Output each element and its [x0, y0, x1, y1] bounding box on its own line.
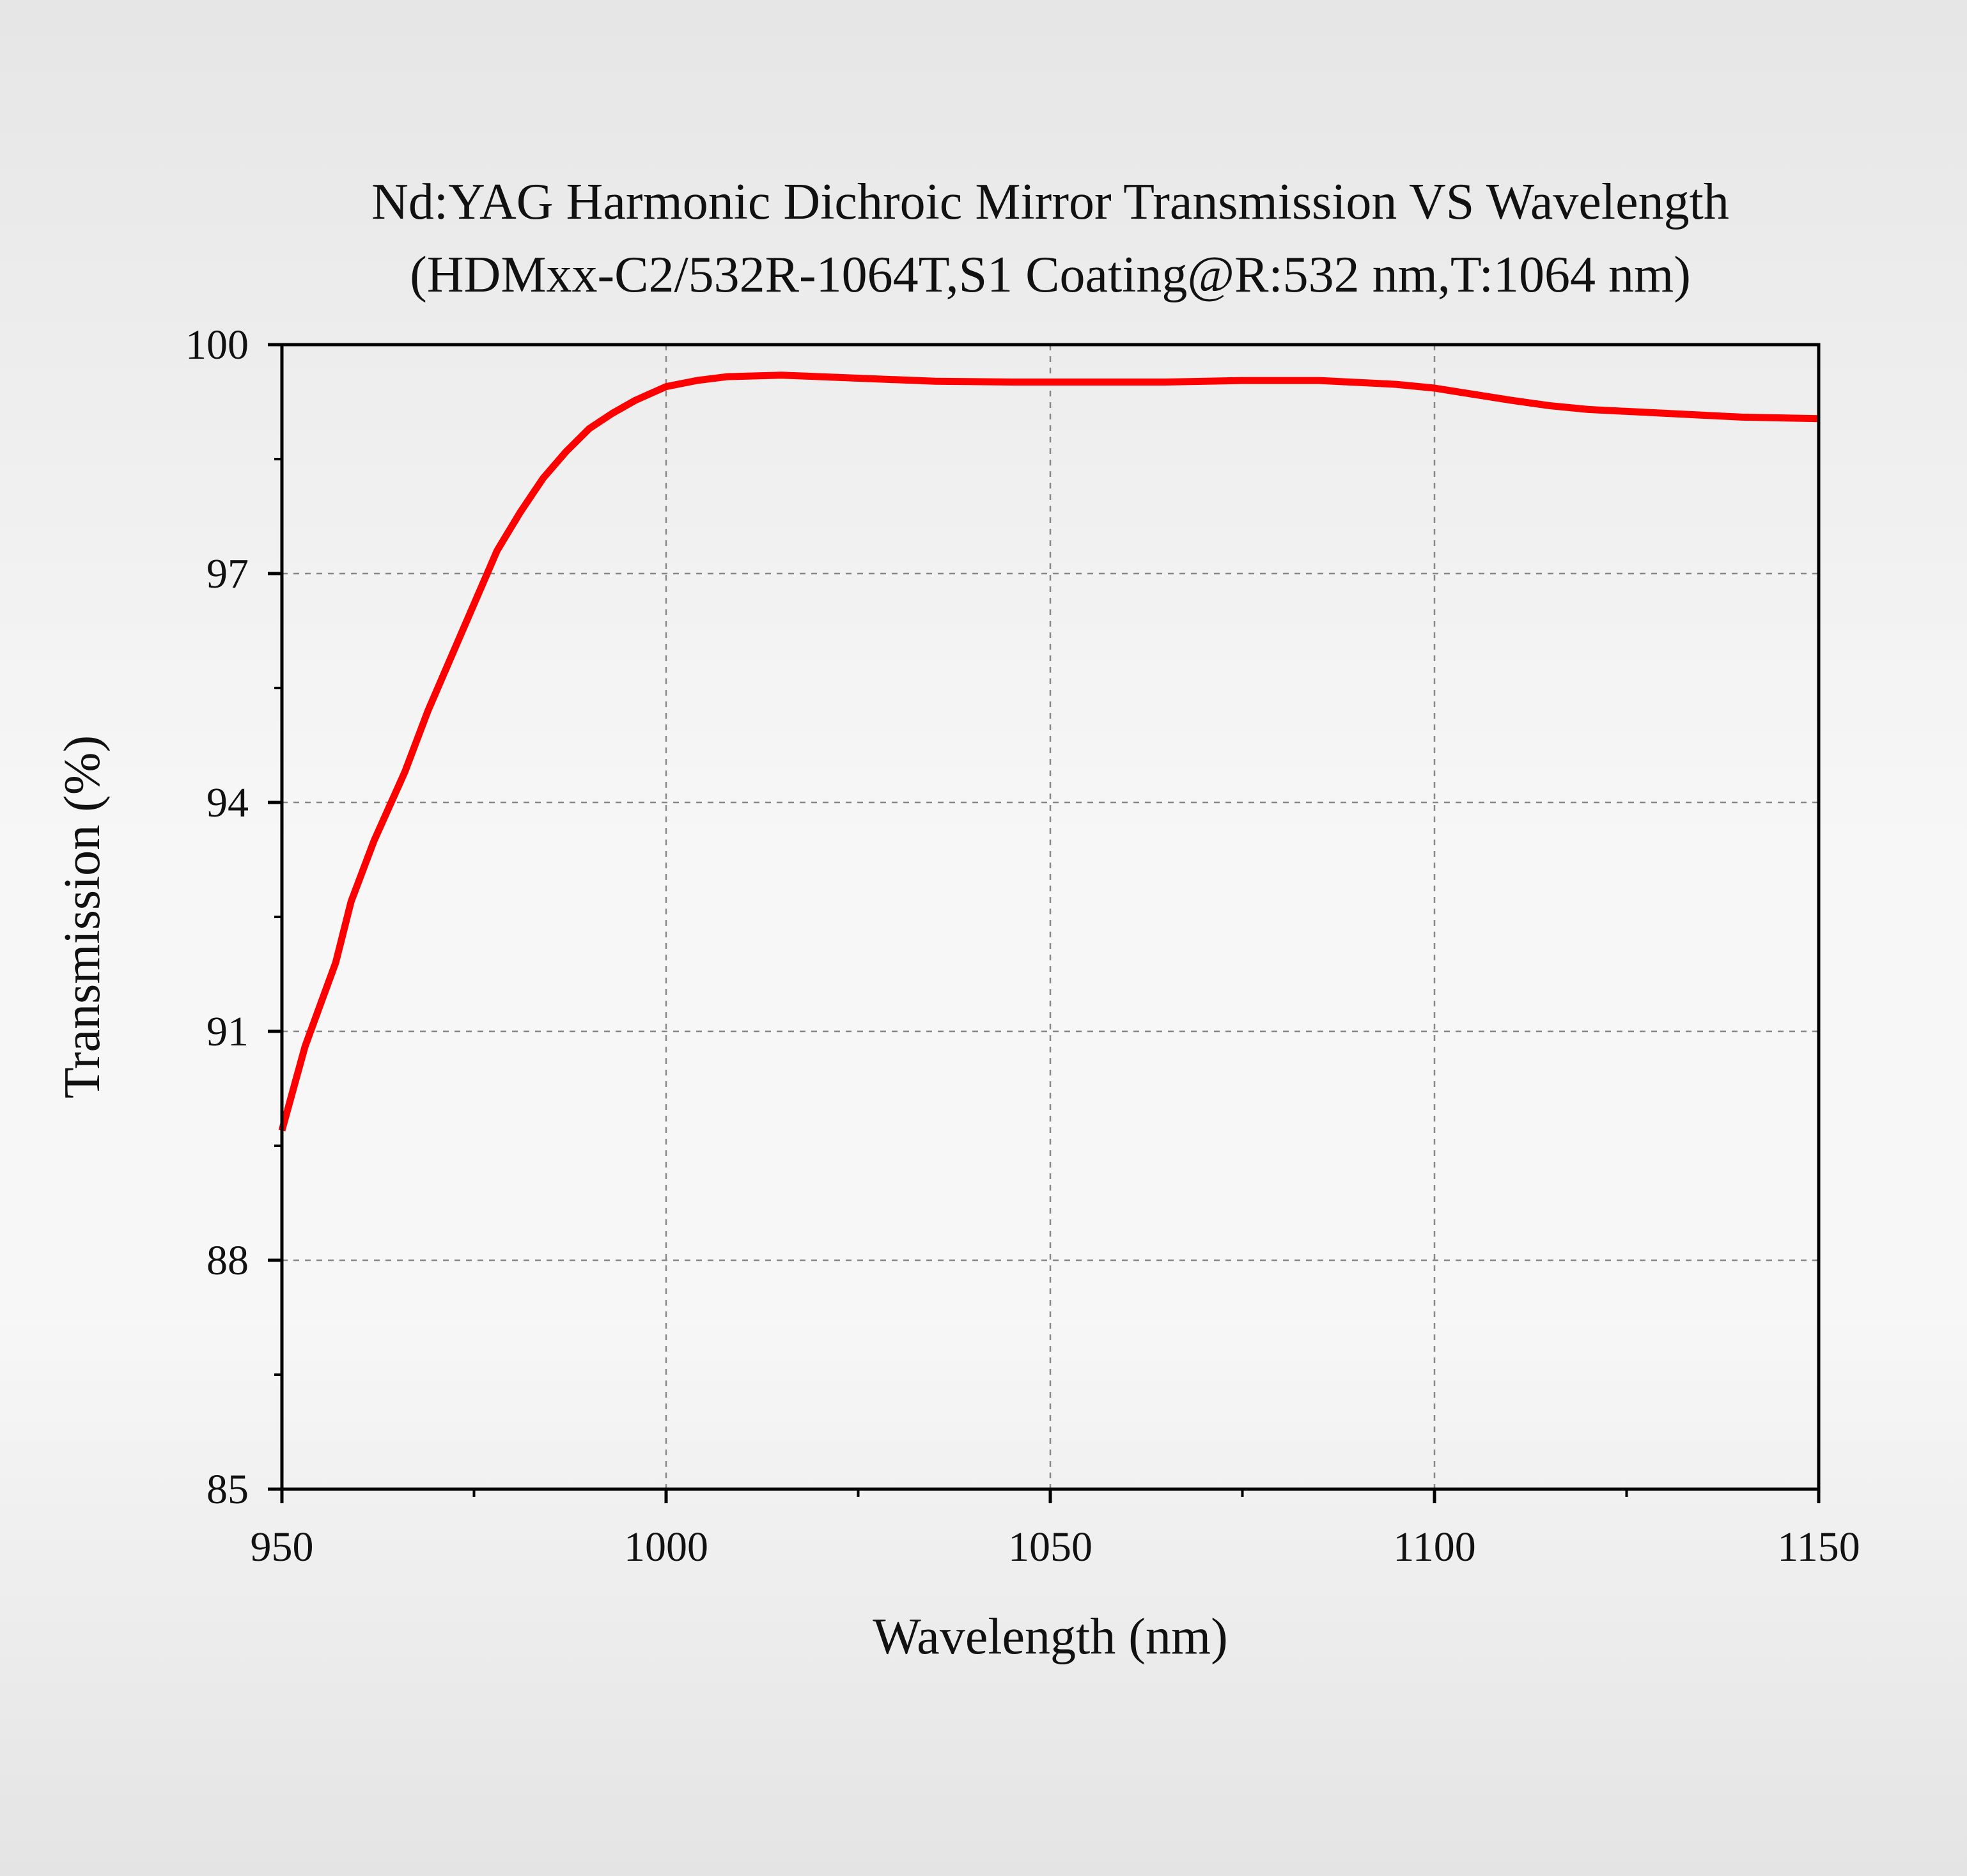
plot-frame: [280, 343, 1821, 1491]
y-tick-label: 88: [206, 1237, 249, 1284]
series-line-transmission: [278, 371, 1819, 1132]
axis-ticks: [268, 343, 1821, 1503]
x-axis-label: Wavelength (nm): [873, 1609, 1228, 1665]
y-tick-label: 100: [185, 322, 249, 368]
chart-title: Nd:YAG Harmonic Dichroic Mirror Transmis…: [371, 174, 1729, 230]
x-tick-label: 950: [251, 1524, 314, 1570]
x-tick-label: 1100: [1393, 1524, 1476, 1570]
x-tick-label: 1050: [1008, 1524, 1092, 1570]
y-axis-label: Transmission (%): [54, 735, 111, 1098]
series-layer: [278, 371, 1819, 1132]
y-tick-label: 85: [206, 1466, 249, 1513]
y-tick-label: 97: [206, 551, 249, 597]
x-tick-label: 1150: [1777, 1524, 1860, 1570]
y-tick-label: 91: [206, 1008, 249, 1055]
x-tick-label: 1000: [624, 1524, 708, 1570]
tick-labels: 950 1000 1050 1100 1150 85 88 91 94 97 100: [185, 322, 1860, 1570]
chart-subtitle: (HDMxx-C2/532R-1064T,S1 Coating@R:532 nm…: [410, 247, 1691, 303]
grid-lines: [282, 345, 1819, 1489]
y-tick-label: 94: [206, 779, 249, 826]
